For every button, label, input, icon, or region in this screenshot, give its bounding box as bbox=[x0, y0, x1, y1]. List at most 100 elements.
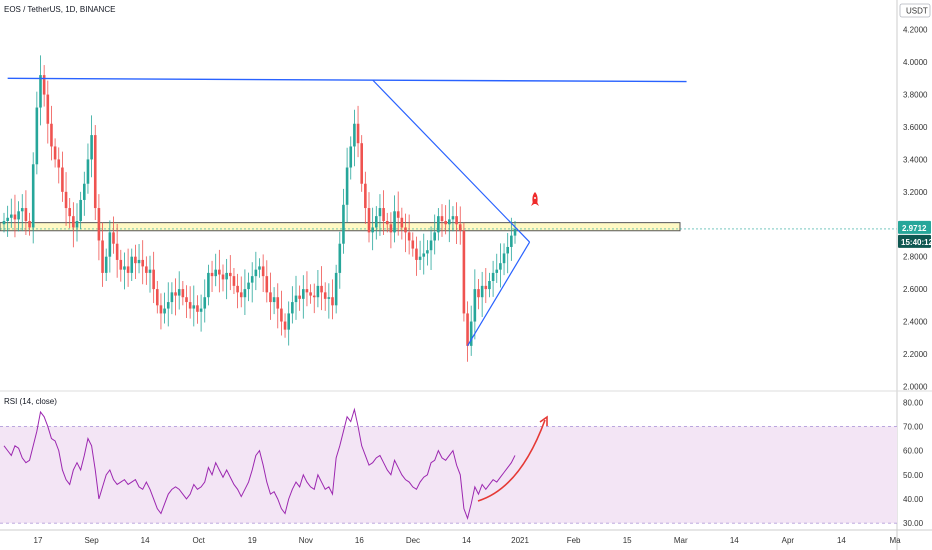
candle-body bbox=[382, 208, 385, 222]
rocket-icon bbox=[531, 192, 539, 206]
candle-body bbox=[137, 259, 141, 264]
candle-body bbox=[250, 276, 254, 283]
candle-body bbox=[42, 75, 46, 95]
candle-body bbox=[331, 297, 334, 306]
candle-body bbox=[272, 297, 276, 303]
time-tick-label: Sep bbox=[84, 536, 99, 545]
time-tick-label: 16 bbox=[355, 536, 364, 545]
candle-body bbox=[287, 313, 290, 330]
candle-body bbox=[159, 305, 163, 314]
price-tag-value: 2.9712 bbox=[902, 224, 927, 233]
candle-body bbox=[360, 143, 363, 184]
candle-body bbox=[75, 221, 79, 228]
candlestick-series bbox=[2, 55, 517, 362]
candle-body bbox=[258, 266, 261, 270]
support-resistance-band[interactable] bbox=[0, 222, 681, 232]
candle-body bbox=[35, 107, 39, 165]
triangle-lower-line[interactable] bbox=[467, 241, 531, 347]
candle-body bbox=[364, 183, 367, 209]
candle-body bbox=[141, 259, 144, 267]
candle-body bbox=[298, 295, 301, 299]
candle-body bbox=[93, 135, 97, 209]
triangle-upper-line[interactable] bbox=[372, 79, 531, 243]
candle-body bbox=[316, 285, 320, 298]
candle-body bbox=[104, 256, 108, 273]
time-tick-label: 15 bbox=[623, 536, 632, 545]
candle-body bbox=[232, 276, 236, 286]
candle-body bbox=[236, 285, 239, 293]
candle-body bbox=[276, 297, 280, 309]
price-tick-label: 3.2000 bbox=[903, 188, 928, 197]
rsi-band bbox=[0, 426, 897, 524]
price-tick-label: 4.2000 bbox=[903, 26, 928, 35]
candle-body bbox=[101, 240, 104, 273]
candle-body bbox=[17, 211, 20, 220]
candle-body bbox=[283, 321, 287, 330]
currency-box[interactable] bbox=[899, 3, 931, 18]
candle-body bbox=[50, 123, 53, 147]
candle-body bbox=[327, 297, 331, 299]
candle-body bbox=[214, 269, 217, 277]
candle-body bbox=[210, 272, 214, 277]
candle-body bbox=[429, 240, 433, 251]
candle-body bbox=[196, 305, 199, 312]
candle-body bbox=[46, 94, 50, 124]
candle-body bbox=[134, 256, 137, 264]
candle-body bbox=[13, 214, 17, 220]
candle-body bbox=[79, 199, 82, 222]
candle-body bbox=[174, 292, 177, 296]
symbol-title[interactable]: EOS / TetherUS, 1D, BINANCE bbox=[4, 5, 115, 14]
candle-body bbox=[349, 146, 353, 168]
price-tick-label: 3.4000 bbox=[903, 155, 928, 164]
candle-body bbox=[455, 216, 458, 225]
candle-body bbox=[156, 289, 159, 306]
candle-body bbox=[115, 243, 119, 260]
candle-body bbox=[320, 285, 323, 293]
time-tick-label: Feb bbox=[567, 536, 581, 545]
candle-body bbox=[404, 227, 407, 233]
trendline-drawings bbox=[7, 77, 687, 347]
candle-body bbox=[513, 229, 517, 236]
candle-body bbox=[72, 216, 75, 228]
candle-body bbox=[466, 313, 469, 346]
candle-body bbox=[239, 292, 243, 298]
candle-body bbox=[203, 297, 207, 309]
candle-body bbox=[261, 266, 265, 277]
candle-body bbox=[411, 240, 415, 249]
candle-body bbox=[247, 282, 250, 290]
candle-body bbox=[83, 183, 86, 200]
candle-body bbox=[61, 167, 64, 192]
candle-body bbox=[415, 248, 418, 260]
candle-body bbox=[393, 211, 396, 233]
candle-body bbox=[207, 272, 210, 298]
candle-body bbox=[64, 191, 68, 209]
candle-body bbox=[437, 216, 440, 233]
candle-body bbox=[385, 221, 389, 225]
price-tick-label: 2.0000 bbox=[903, 382, 928, 391]
rsi-tick-label: 50.00 bbox=[903, 471, 924, 480]
resistance-trendline[interactable] bbox=[7, 77, 687, 83]
candle-body bbox=[24, 208, 28, 222]
time-tick-label: Ma bbox=[889, 536, 901, 545]
time-tick-label: Nov bbox=[299, 536, 313, 545]
candle-body bbox=[20, 208, 24, 212]
candle-body bbox=[28, 221, 31, 228]
price-tag: 2.9712 15:40:12 bbox=[898, 220, 932, 248]
rsi-line bbox=[3, 407, 516, 520]
rsi-tick-label: 60.00 bbox=[903, 447, 924, 456]
candle-body bbox=[243, 289, 247, 298]
candle-body bbox=[305, 289, 309, 293]
candle-body bbox=[338, 243, 342, 273]
candle-body bbox=[510, 235, 513, 247]
candle-body bbox=[426, 250, 429, 254]
time-tick-label: 14 bbox=[462, 536, 471, 545]
rsi-axis-ticks: 80.00 70.00 60.00 50.00 40.00 30.00 bbox=[903, 398, 924, 528]
price-tag-box bbox=[898, 220, 931, 234]
candle-body bbox=[90, 135, 93, 160]
candle-body bbox=[451, 216, 455, 220]
candle-body bbox=[86, 159, 90, 184]
candle-body bbox=[448, 219, 451, 225]
currency-label: USDT bbox=[906, 7, 928, 16]
rsi-tick-label: 80.00 bbox=[903, 398, 924, 407]
rsi-label[interactable]: RSI (14, close) bbox=[4, 397, 57, 406]
